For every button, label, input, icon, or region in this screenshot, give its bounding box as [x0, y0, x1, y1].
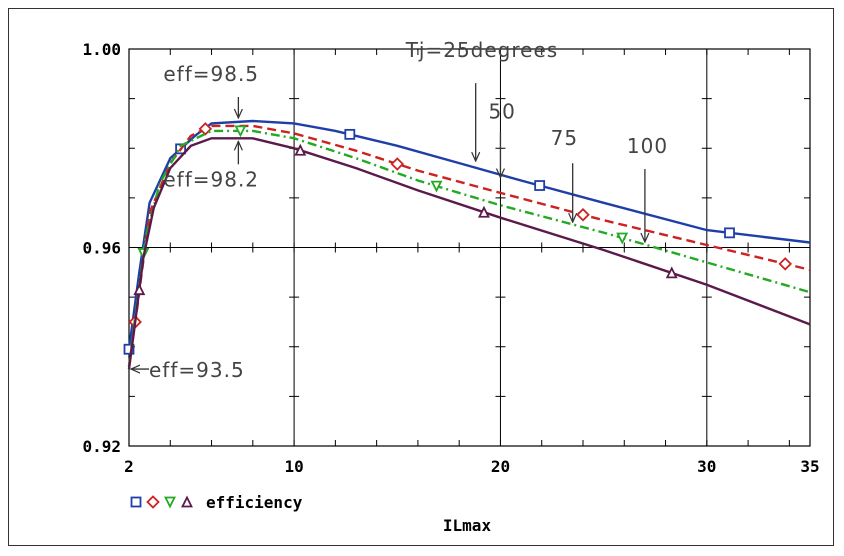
x-axis-label: ILmax	[443, 516, 492, 535]
legend-label: efficiency	[206, 493, 303, 512]
legend-marker-2	[146, 495, 160, 509]
series-2-point-5	[778, 257, 793, 271]
legend-marker-4	[181, 495, 193, 508]
series-4-point-3	[477, 205, 490, 218]
x-tick-label-20: 20	[491, 457, 510, 476]
series-4-point-1	[133, 283, 146, 296]
annotation-label-2: eff=98.2	[163, 167, 259, 191]
series-line-2	[127, 124, 811, 367]
y-tick-label-0.96: 0.96	[82, 239, 121, 258]
annotation-label-5: 50	[488, 100, 515, 124]
series-4-point-2	[294, 143, 307, 156]
annotation-label-1: eff=98.5	[163, 62, 259, 86]
series-1-point-4	[534, 180, 546, 191]
series-line-4	[127, 137, 811, 370]
series-1-point-3	[344, 128, 356, 140]
series-2-point-3	[390, 157, 405, 171]
series-line-1	[127, 119, 811, 350]
series-2-point-2	[198, 122, 213, 136]
series-1-point-5	[724, 227, 735, 239]
series-3-point-3	[430, 180, 443, 193]
legend-marker-3	[164, 496, 176, 509]
x-tick-label-10: 10	[284, 457, 303, 476]
series-3-point-4	[616, 232, 629, 245]
series-line-3	[127, 129, 811, 367]
annotation-label-3: eff=93.5	[149, 358, 245, 382]
annotation-label-6: 75	[551, 126, 578, 150]
annotation-label-4: Tj=25degrees	[405, 38, 559, 62]
x-tick-label-30: 30	[697, 457, 716, 476]
x-tick-label-35: 35	[800, 457, 819, 476]
chart-frame	[8, 8, 834, 546]
legend-marker-1	[130, 496, 142, 508]
series-3-point-2	[234, 125, 247, 138]
y-tick-label-1.00: 1.00	[82, 40, 121, 59]
x-tick-label-2: 2	[124, 457, 134, 476]
annotation-label-7: 100	[627, 134, 668, 158]
series-2-point-4	[576, 207, 590, 222]
series-1-point-1	[123, 343, 135, 355]
series-4-point-4	[665, 266, 678, 279]
y-tick-label-0.92: 0.92	[82, 437, 121, 456]
